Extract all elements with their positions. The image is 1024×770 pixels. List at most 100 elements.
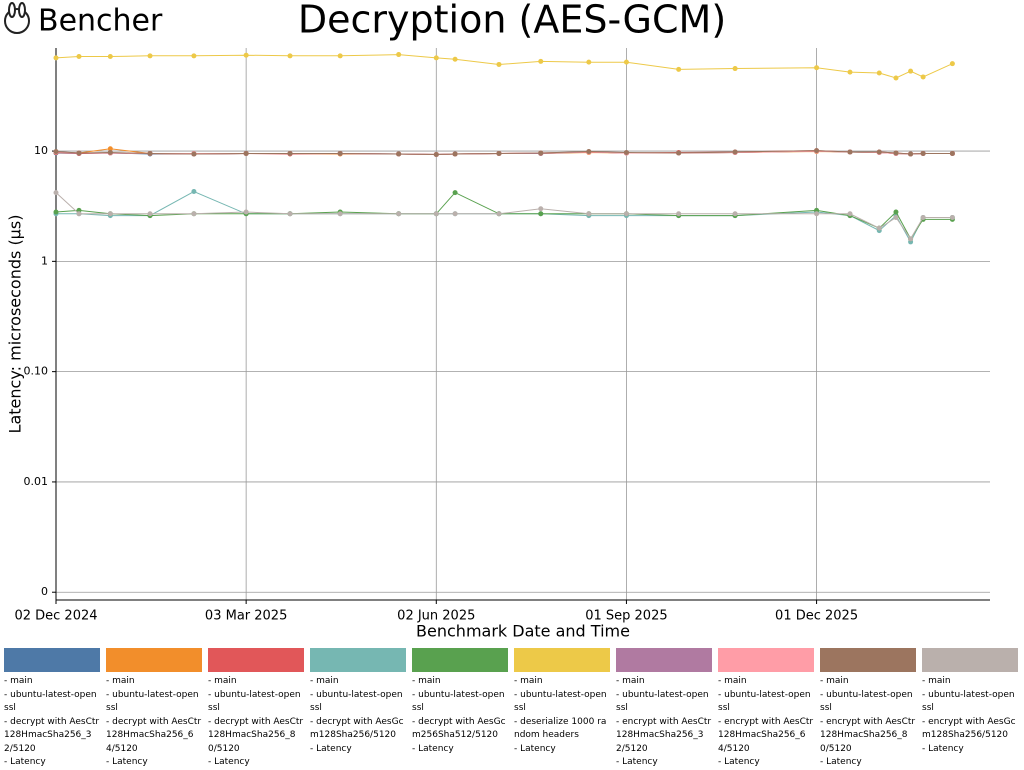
data-point (538, 211, 544, 217)
legend-label[interactable]: - main - ubuntu-latest-openssl - decrypt… (106, 676, 202, 767)
legend-item[interactable]: - main - ubuntu-latest-openssl - decrypt… (208, 648, 304, 770)
data-point (396, 151, 402, 157)
data-point (949, 214, 955, 220)
data-point (814, 65, 820, 71)
data-point (191, 151, 197, 157)
legend-item[interactable]: - main - ubuntu-latest-openssl - encrypt… (820, 648, 916, 770)
data-point (538, 58, 544, 64)
chart: Bencher Decryption (AES-GCM) Benchmark D… (4, 0, 990, 641)
data-point (337, 211, 343, 217)
data-point (496, 211, 502, 217)
data-point (538, 150, 544, 156)
legend-swatch[interactable] (820, 648, 916, 672)
legend-item[interactable]: - main - ubuntu-latest-openssl - decrypt… (412, 648, 508, 770)
legend-item[interactable]: - main - ubuntu-latest-openssl - encrypt… (922, 648, 1018, 770)
y-tick-label: 0 (41, 585, 48, 598)
data-point (243, 209, 249, 215)
legend-swatch[interactable] (310, 648, 406, 672)
data-point (452, 190, 458, 196)
data-point (396, 52, 402, 58)
y-tick-label: 0.10 (24, 365, 49, 378)
data-point (107, 150, 113, 156)
legend-swatch[interactable] (412, 648, 508, 672)
data-point (452, 151, 458, 157)
x-axis-label: Benchmark Date and Time (416, 622, 630, 641)
legend-label[interactable]: - main - ubuntu-latest-openssl - encrypt… (922, 676, 1016, 754)
data-point (337, 151, 343, 157)
data-point (452, 211, 458, 217)
series-line (55, 192, 953, 240)
data-point (814, 207, 820, 213)
data-point (949, 61, 955, 67)
data-point (243, 52, 249, 58)
legend-swatch[interactable] (514, 648, 610, 672)
legend-swatch[interactable] (106, 648, 202, 672)
logo-ear (18, 2, 26, 18)
legend-item[interactable]: - main - ubuntu-latest-openssl - deseria… (514, 648, 610, 770)
data-point (920, 151, 926, 157)
series-line (55, 150, 953, 156)
data-point (496, 151, 502, 157)
data-point (676, 211, 682, 217)
data-point (623, 59, 629, 65)
data-point (949, 151, 955, 157)
legend-label[interactable]: - main - ubuntu-latest-openssl - decrypt… (4, 676, 100, 767)
data-point (814, 211, 820, 217)
data-point (893, 214, 899, 220)
legend-item[interactable]: - main - ubuntu-latest-openssl - decrypt… (106, 648, 202, 770)
legend-item[interactable]: - main - ubuntu-latest-openssl - decrypt… (4, 648, 100, 770)
x-tick-label: 02 Jun 2025 (397, 609, 475, 624)
data-point (676, 150, 682, 156)
legend-swatch[interactable] (718, 648, 814, 672)
x-tick-label: 01 Dec 2025 (775, 609, 858, 624)
legend-swatch[interactable] (208, 648, 304, 672)
brand[interactable]: Bencher (38, 4, 163, 39)
data-point (676, 66, 682, 72)
data-point (908, 151, 914, 157)
data-point (847, 149, 853, 155)
data-point (191, 53, 197, 59)
data-point (53, 55, 59, 61)
legend-item[interactable]: - main - ubuntu-latest-openssl - decrypt… (310, 648, 406, 770)
y-tick-label: 0.01 (24, 475, 49, 488)
data-point (53, 190, 59, 196)
data-point (191, 188, 197, 194)
data-point (538, 206, 544, 212)
legend-label[interactable]: - main - ubuntu-latest-openssl - encrypt… (616, 676, 712, 767)
data-point (53, 209, 59, 215)
data-point (452, 56, 458, 62)
legend-label[interactable]: - main - ubuntu-latest-openssl - decrypt… (208, 676, 304, 767)
legend-item[interactable]: - main - ubuntu-latest-openssl - encrypt… (616, 648, 712, 770)
legend-label[interactable]: - main - ubuntu-latest-openssl - decrypt… (310, 676, 404, 754)
data-point (908, 236, 914, 242)
data-point (107, 54, 113, 60)
legend-label[interactable]: - main - ubuntu-latest-openssl - encrypt… (820, 676, 916, 767)
data-point (876, 225, 882, 231)
data-point (287, 53, 293, 59)
legend-item[interactable]: - main - ubuntu-latest-openssl - encrypt… (718, 648, 814, 770)
chart-title: Decryption (AES-GCM) (298, 0, 726, 42)
legend: - main - ubuntu-latest-openssl - decrypt… (4, 648, 1018, 770)
data-point (147, 151, 153, 157)
legend-swatch[interactable] (922, 648, 1018, 672)
x-tick-label: 01 Sep 2025 (585, 609, 667, 624)
y-axis-label: Latency: microseconds (µs) (6, 215, 25, 434)
legend-label[interactable]: - main - ubuntu-latest-openssl - decrypt… (412, 676, 506, 754)
data-point (732, 211, 738, 217)
data-point (107, 211, 113, 217)
data-point (623, 211, 629, 217)
data-point (893, 209, 899, 215)
legend-swatch[interactable] (4, 648, 100, 672)
data-point (433, 211, 439, 217)
data-point (191, 211, 197, 217)
data-point (586, 59, 592, 65)
data-point (920, 214, 926, 220)
data-point (496, 61, 502, 67)
legend-label[interactable]: - main - ubuntu-latest-openssl - encrypt… (718, 676, 814, 767)
legend-swatch[interactable] (616, 648, 712, 672)
data-point (287, 211, 293, 217)
data-point (76, 54, 82, 60)
legend-label[interactable]: - main - ubuntu-latest-openssl - deseria… (514, 676, 607, 754)
logo-ear (8, 2, 16, 18)
data-point (287, 151, 293, 157)
